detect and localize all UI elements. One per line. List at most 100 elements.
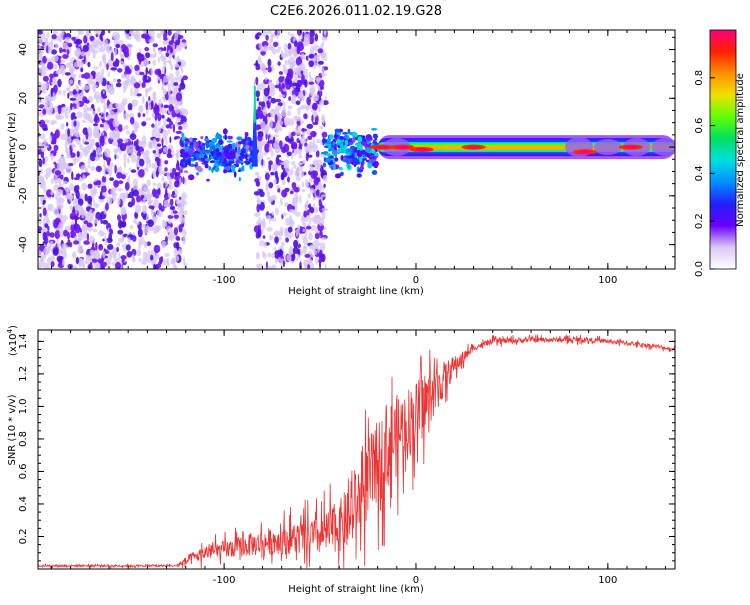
noise-speckle xyxy=(278,76,284,83)
spectral-peak-core xyxy=(395,145,410,149)
noise-speckle xyxy=(135,70,141,77)
noise-speckle xyxy=(73,120,77,127)
noise-speckle xyxy=(50,153,54,161)
onset-blob xyxy=(231,142,236,149)
onset-blob xyxy=(188,174,195,181)
noise-speckle xyxy=(47,61,54,70)
noise-speckle xyxy=(153,263,156,269)
noise-speckle xyxy=(275,49,280,53)
noise-speckle xyxy=(58,183,63,188)
noise-speckle xyxy=(92,149,97,157)
noise-speckle xyxy=(105,84,112,93)
noise-speckle xyxy=(183,210,188,216)
noise-speckle xyxy=(97,258,104,264)
onset-blob xyxy=(230,164,237,169)
onset-blob xyxy=(342,132,349,135)
noise-speckle xyxy=(321,131,328,138)
noise-speckle xyxy=(47,257,51,266)
noise-speckle xyxy=(70,67,75,73)
noise-speckle xyxy=(108,169,112,177)
noise-speckle xyxy=(100,96,103,104)
noise-speckle xyxy=(262,63,266,73)
onset-blob xyxy=(223,169,228,174)
noise-speckle xyxy=(270,171,275,176)
noise-speckle xyxy=(109,228,113,234)
onset-blob xyxy=(229,158,235,162)
y-tick-label: 1.2 xyxy=(18,366,29,382)
noise-speckle xyxy=(38,49,44,56)
noise-speckle xyxy=(321,51,325,61)
noise-speckle xyxy=(57,104,62,115)
noise-speckle xyxy=(152,188,156,198)
onset-blob xyxy=(180,153,187,158)
noise-speckle xyxy=(172,149,175,159)
noise-speckle xyxy=(66,122,69,127)
noise-speckle xyxy=(312,170,319,178)
noise-speckle xyxy=(314,111,318,116)
onset-blob xyxy=(224,134,227,141)
noise-speckle xyxy=(183,262,188,269)
noise-speckle xyxy=(297,162,303,166)
onset-blob xyxy=(185,150,188,153)
onset-blob xyxy=(326,140,332,145)
onset-blob xyxy=(211,145,215,150)
noise-speckle xyxy=(111,261,117,266)
noise-speckle xyxy=(315,139,323,144)
y-tick-label: 0.2 xyxy=(18,529,29,545)
noise-speckle xyxy=(42,108,47,115)
colorbar-label: Normalized spectral amplitude xyxy=(735,73,746,227)
noise-speckle xyxy=(69,97,77,101)
noise-speckle xyxy=(90,188,97,197)
noise-speckle xyxy=(71,171,74,181)
noise-speckle xyxy=(38,133,46,140)
noise-speckle xyxy=(38,244,45,252)
onset-blob xyxy=(333,164,336,171)
noise-speckle xyxy=(263,78,270,85)
noise-speckle xyxy=(286,151,293,157)
onset-blob xyxy=(188,137,193,142)
noise-speckle xyxy=(93,203,100,208)
onset-blob xyxy=(218,138,223,145)
noise-speckle xyxy=(281,82,286,89)
noise-speckle xyxy=(164,167,168,172)
onset-blob xyxy=(236,136,243,141)
noise-speckle xyxy=(152,47,156,53)
noise-speckle xyxy=(168,104,174,112)
noise-speckle xyxy=(291,182,297,189)
noise-speckle xyxy=(109,251,117,259)
noise-speckle xyxy=(148,249,150,256)
noise-speckle xyxy=(56,242,61,248)
noise-speckle xyxy=(117,214,121,221)
onset-blob xyxy=(372,162,376,167)
noise-speckle xyxy=(320,72,327,76)
onset-blob xyxy=(329,146,335,152)
onset-blob xyxy=(359,165,365,171)
noise-speckle xyxy=(174,63,180,68)
colorbar-tick-label: 0.6 xyxy=(694,118,705,134)
noise-speckle xyxy=(167,30,172,36)
noise-speckle xyxy=(273,247,277,251)
noise-speckle xyxy=(154,228,157,233)
noise-speckle xyxy=(161,129,169,139)
noise-speckle xyxy=(118,124,123,133)
noise-speckle xyxy=(117,219,123,229)
noise-speckle xyxy=(67,92,70,99)
noise-speckle xyxy=(142,197,146,204)
noise-speckle xyxy=(76,111,83,119)
noise-speckle xyxy=(138,258,142,262)
noise-speckle xyxy=(152,182,157,186)
noise-speckle xyxy=(74,157,80,163)
noise-speckle xyxy=(144,47,150,52)
noise-speckle xyxy=(46,230,50,237)
onset-blob xyxy=(180,142,185,148)
noise-speckle xyxy=(81,182,88,191)
noise-speckle xyxy=(82,119,87,124)
onset-blob xyxy=(359,155,362,163)
onset-blob xyxy=(235,163,239,168)
noise-speckle xyxy=(73,73,77,78)
noise-speckle xyxy=(81,224,86,232)
noise-speckle xyxy=(152,170,155,178)
noise-speckle xyxy=(83,240,91,245)
noise-speckle xyxy=(55,69,62,75)
x-tick-label: -100 xyxy=(213,275,236,286)
